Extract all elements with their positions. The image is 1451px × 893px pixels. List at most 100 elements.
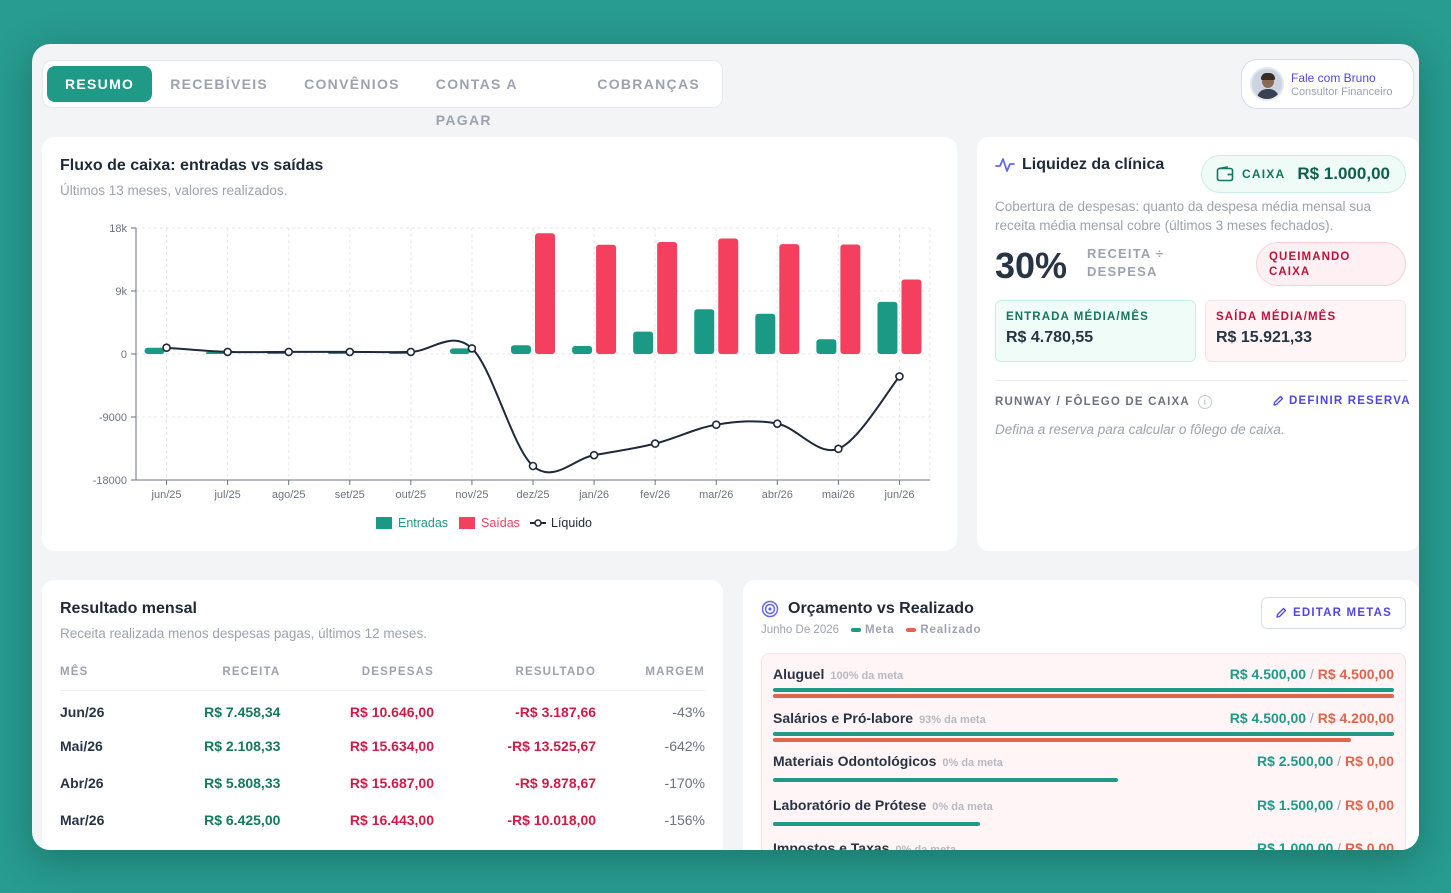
bar-entradas xyxy=(877,301,898,354)
cashflow-chart: 18k 9k 0 -9000 -18000 jun/25 jul/25 ago/25 set/2… xyxy=(93,223,931,530)
y-tick-label: 0 xyxy=(121,349,127,361)
avg-income-label: ENTRADA MÉDIA/MÊS xyxy=(1006,311,1149,323)
point-liquido xyxy=(528,461,538,471)
point-liquido xyxy=(650,439,660,448)
result-title: Resultado mensal xyxy=(60,600,197,617)
budget-list: Aluguel 100% da meta R$ 4.500,00 / R$ 4.50… xyxy=(761,653,1406,850)
consultant-role: Consultor Financeiro xyxy=(1291,85,1393,98)
tab-contas-a-pagar[interactable]: CONTAS A PAGAR xyxy=(435,76,518,128)
bar-entradas xyxy=(572,345,593,354)
budget-item: Materiais Odontológicos 0% da meta R$ 2.50… xyxy=(773,741,1394,785)
bar-entradas xyxy=(694,309,715,354)
runway-description: Defina a reserva para calcular o fôlego … xyxy=(995,422,1285,437)
coverage-percent: 30% xyxy=(995,245,1068,286)
col-result: RESULTADO xyxy=(434,666,597,691)
point-liquido xyxy=(406,347,416,357)
result-subtitle: Receita realizada menos despesas pagas, … xyxy=(60,626,427,641)
point-liquido xyxy=(467,344,477,353)
avg-expense-label: SAÍDA MÉDIA/MÊS xyxy=(1216,311,1337,323)
legend-label-entradas: Entradas xyxy=(398,516,448,530)
tab-resumo[interactable]: RESUMO xyxy=(47,66,153,102)
cashflow-card: Fluxo de caixa: entradas vs saídas Últim… xyxy=(42,137,957,551)
x-tick-label: jun/25 xyxy=(151,489,182,501)
tab-convenios[interactable]: CONVÊNIOS xyxy=(304,76,400,92)
x-tick-label: out/25 xyxy=(396,489,427,501)
point-liquido xyxy=(834,444,843,454)
budget-meta-bar xyxy=(773,731,1394,736)
budget-meta-bar xyxy=(773,821,980,826)
liquidity-description: Cobertura de despesas: quanto da despesa… xyxy=(995,199,1371,233)
point-liquido xyxy=(711,420,721,430)
avg-income-box: ENTRADA MÉDIA/MÊS R$ 4.780,55 xyxy=(995,300,1196,362)
consultant-name: Fale com Bruno xyxy=(1291,70,1376,85)
col-expenses: DESPESAS xyxy=(280,666,434,691)
consultant-contact-button[interactable]: Fale com Bruno Consultor Financeiro xyxy=(1241,59,1414,109)
x-tick-label: jan/26 xyxy=(578,489,609,501)
bar-saidas xyxy=(596,244,617,354)
x-tick-label: fev/26 xyxy=(640,489,670,501)
cash-label: CAIXA xyxy=(1242,167,1286,181)
bar-saidas xyxy=(840,244,861,354)
tab-recebiveis[interactable]: RECEBÍVEIS xyxy=(170,76,269,92)
bar-saidas xyxy=(535,233,555,354)
budget-item-percent: 0% da meta xyxy=(942,757,1003,770)
budget-real-bar xyxy=(773,694,1394,698)
table-row: Mai/26 R$ 2.108,33 R$ 15.634,00 -R$ 13.525,… xyxy=(60,738,705,754)
bar-entradas xyxy=(449,348,470,354)
budget-item-name: Salários e Pró-labore xyxy=(773,709,914,726)
point-liquido xyxy=(895,372,904,381)
x-tick-label: jul/25 xyxy=(213,489,240,501)
cashflow-subtitle: Últimos 13 meses, valores realizados. xyxy=(60,183,288,198)
edit-goals-button[interactable]: EDITAR METAS xyxy=(1261,597,1406,629)
budget-item-values: R$ 2.500,00 / R$ 0,00 xyxy=(1256,753,1394,770)
y-tick-label: 9k xyxy=(115,286,127,298)
budget-item: Salários e Pró-labore 93% da meta R$ 4.500… xyxy=(773,698,1394,742)
legend-swatch-entradas xyxy=(376,517,392,529)
runway-label: RUNWAY / FÔLEGO DE CAIXA i xyxy=(995,395,1212,409)
bar-saidas xyxy=(779,244,800,354)
budget-item-values: R$ 1.500,00 / R$ 0,00 xyxy=(1256,796,1394,813)
y-tick-label: -18000 xyxy=(93,475,127,487)
budget-card: Orçamento vs Realizado Junho De 2026 Met… xyxy=(743,580,1419,850)
col-margin: MARGEM xyxy=(596,666,705,691)
budget-item: Impostos e Taxas 0% da meta R$ 1.000,00 / … xyxy=(773,828,1394,850)
budget-meta-bar xyxy=(773,688,1394,692)
coverage-label: RECEITA ÷ DESPESA xyxy=(1087,246,1165,279)
x-tick-label: dez/25 xyxy=(516,489,549,501)
bar-saidas xyxy=(718,238,739,354)
budget-period: Junho De 2026 xyxy=(761,624,840,636)
legend-label-saidas: Saídas xyxy=(481,516,520,530)
activity-icon xyxy=(995,158,1015,172)
cash-balance-badge: CAIXA R$ 1.000,00 xyxy=(1201,155,1406,193)
x-tick-label: abr/26 xyxy=(762,489,793,501)
bar-entradas xyxy=(755,313,776,354)
col-revenue: RECEITA xyxy=(141,666,281,691)
divider xyxy=(995,380,1407,381)
legend-realizado: Realizado xyxy=(920,624,982,636)
budget-item-name: Impostos e Taxas xyxy=(773,840,890,850)
budget-item-percent: 0% da meta xyxy=(895,844,956,850)
avg-income-value: R$ 4.780,55 xyxy=(1006,329,1094,346)
budget-item-values: R$ 4.500,00 / R$ 4.500,00 xyxy=(1229,666,1394,682)
point-liquido xyxy=(284,347,293,357)
dashboard-window: RESUMO RECEBÍVEIS CONVÊNIOS CONTAS A PAG… xyxy=(32,44,1419,850)
result-table: MÊS RECEITA DESPESAS RESULTADO MARGEM Ju… xyxy=(60,666,705,839)
bar-entradas xyxy=(144,347,165,354)
avg-expense-box: SAÍDA MÉDIA/MÊS R$ 15.921,33 xyxy=(1205,300,1406,362)
liquidity-title: Liquidez da clínica xyxy=(1022,156,1165,173)
legend-swatch-saidas xyxy=(459,517,475,529)
table-row: Abr/26 R$ 5.808,33 R$ 15.687,00 -R$ 9.878,6… xyxy=(60,775,705,791)
tab-cobrancas[interactable]: COBRANÇAS xyxy=(597,76,700,92)
point-liquido xyxy=(589,450,599,460)
info-icon[interactable]: i xyxy=(1197,395,1212,409)
y-tick-label: -9000 xyxy=(99,412,127,424)
point-liquido xyxy=(345,347,355,357)
target-icon xyxy=(761,600,779,618)
budget-item-percent: 93% da meta xyxy=(919,713,986,726)
budget-item-percent: 0% da meta xyxy=(932,800,993,813)
bar-saidas xyxy=(657,242,678,354)
pencil-icon xyxy=(1276,607,1287,618)
budget-real-bar xyxy=(773,737,1351,742)
budget-item-values: R$ 1.000,00 / R$ 0,00 xyxy=(1256,840,1394,850)
define-reserve-button[interactable]: DEFINIR RESERVA xyxy=(1272,395,1411,407)
